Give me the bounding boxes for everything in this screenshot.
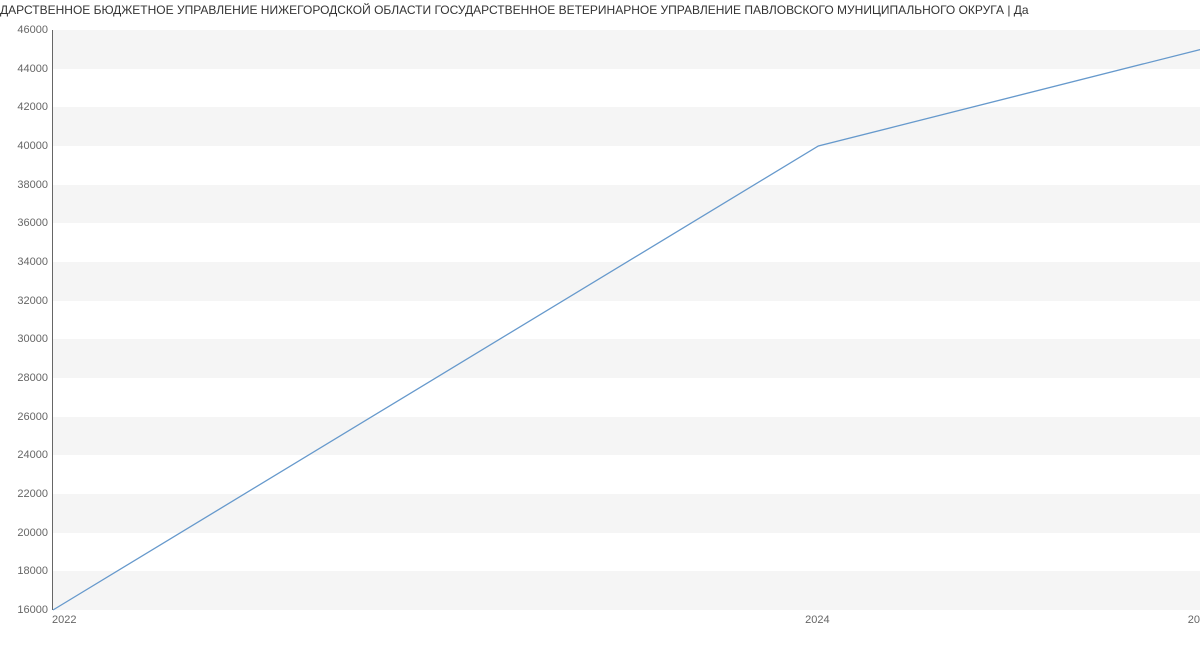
x-tick-label: 2022 bbox=[52, 614, 76, 626]
y-tick-label: 28000 bbox=[4, 372, 48, 384]
y-tick-label: 38000 bbox=[4, 179, 48, 191]
y-tick-label: 24000 bbox=[4, 449, 48, 461]
y-tick-label: 34000 bbox=[4, 256, 48, 268]
y-tick-label: 40000 bbox=[4, 140, 48, 152]
line-series bbox=[53, 30, 1200, 609]
chart-container: ДАРСТВЕННОЕ БЮДЖЕТНОЕ УПРАВЛЕНИЕ НИЖЕГОР… bbox=[0, 0, 1200, 650]
y-tick-label: 36000 bbox=[4, 217, 48, 229]
x-tick-label: 2024 bbox=[805, 614, 829, 626]
y-tick-label: 32000 bbox=[4, 295, 48, 307]
y-tick-label: 16000 bbox=[4, 604, 48, 616]
y-tick-label: 20000 bbox=[4, 527, 48, 539]
y-tick-label: 42000 bbox=[4, 101, 48, 113]
y-tick-label: 46000 bbox=[4, 24, 48, 36]
y-tick-label: 30000 bbox=[4, 333, 48, 345]
x-tick-label: 2025 bbox=[1188, 614, 1200, 626]
y-tick-label: 18000 bbox=[4, 565, 48, 577]
y-tick-label: 44000 bbox=[4, 63, 48, 75]
y-tick-label: 22000 bbox=[4, 488, 48, 500]
chart-title: ДАРСТВЕННОЕ БЮДЖЕТНОЕ УПРАВЛЕНИЕ НИЖЕГОР… bbox=[0, 0, 1200, 20]
plot-area bbox=[52, 30, 1200, 610]
y-tick-label: 26000 bbox=[4, 411, 48, 423]
